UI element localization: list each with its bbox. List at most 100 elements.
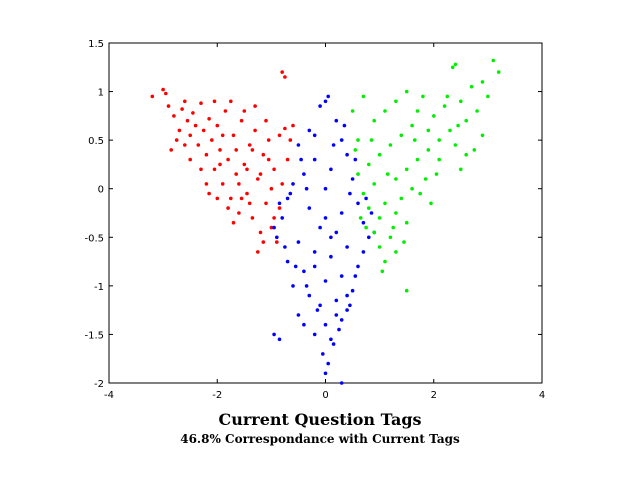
data-point-series-2: [293, 264, 298, 269]
data-point-series-2: [272, 332, 276, 337]
data-point-series-1: [272, 216, 276, 220]
data-point-series-1: [220, 133, 225, 138]
plot-area: [108, 42, 543, 384]
data-point-series-1: [188, 157, 192, 162]
data-point-series-1: [264, 201, 268, 206]
data-point-series-2: [369, 211, 374, 215]
data-point-series-2: [323, 186, 328, 191]
data-point-series-2: [334, 298, 339, 303]
data-points: [150, 58, 501, 385]
data-point-series-2: [323, 322, 328, 327]
data-point-series-3: [404, 288, 409, 293]
data-point-series-1: [234, 172, 238, 176]
data-point-series-1: [245, 167, 249, 172]
data-point-series-3: [459, 167, 463, 172]
data-point-series-2: [356, 201, 360, 206]
data-point-series-1: [258, 230, 263, 235]
data-point-series-2: [339, 211, 344, 215]
data-point-series-3: [361, 94, 366, 99]
data-point-series-3: [491, 58, 496, 63]
data-point-series-1: [239, 118, 244, 123]
data-point-series-3: [394, 177, 398, 181]
data-point-series-3: [442, 104, 447, 108]
data-point-series-2: [345, 245, 349, 249]
data-point-series-1: [288, 138, 293, 142]
y-tick-label: -1: [94, 282, 104, 293]
data-point-series-3: [432, 114, 436, 118]
data-point-series-1: [201, 128, 206, 133]
data-point-series-1: [174, 138, 179, 142]
data-point-series-1: [166, 104, 171, 108]
data-point-series-2: [356, 264, 360, 269]
data-point-series-3: [480, 80, 485, 84]
data-point-series-1: [212, 99, 217, 104]
data-point-series-3: [350, 109, 355, 113]
data-point-series-3: [464, 118, 469, 123]
data-point-series-1: [164, 91, 168, 96]
data-point-series-3: [418, 191, 423, 196]
data-point-series-3: [434, 172, 439, 176]
data-point-series-1: [291, 123, 295, 128]
y-tick-label: -1.5: [84, 330, 104, 341]
y-tick-label: 0: [98, 185, 104, 196]
data-point-series-1: [169, 148, 173, 152]
data-point-series-3: [380, 269, 385, 274]
data-point-series-2: [348, 191, 352, 196]
data-point-series-2: [312, 133, 317, 138]
data-point-series-2: [285, 259, 290, 264]
data-point-series-1: [242, 109, 247, 113]
data-point-series-2: [304, 186, 309, 191]
data-point-series-1: [223, 109, 228, 113]
data-point-series-3: [421, 94, 425, 99]
data-point-series-3: [388, 143, 393, 147]
data-point-series-3: [404, 167, 409, 172]
data-point-series-2: [299, 157, 303, 162]
data-point-series-1: [161, 87, 165, 92]
data-point-series-1: [261, 152, 266, 157]
y-tick-label: 0.5: [88, 136, 104, 147]
data-point-series-1: [212, 167, 217, 172]
data-point-series-1: [272, 167, 276, 172]
data-point-series-3: [445, 94, 450, 99]
data-point-series-2: [339, 381, 344, 385]
data-point-series-3: [475, 109, 479, 113]
data-point-series-2: [348, 303, 352, 308]
data-point-series-1: [199, 167, 203, 172]
data-point-series-2: [275, 235, 279, 240]
data-point-series-1: [247, 143, 252, 147]
data-point-series-1: [229, 196, 233, 201]
data-point-series-1: [253, 104, 257, 108]
data-point-series-2: [331, 342, 336, 346]
data-point-series-1: [207, 117, 211, 121]
data-point-series-2: [367, 235, 371, 240]
data-point-series-2: [339, 138, 344, 142]
data-point-series-1: [269, 225, 274, 230]
data-point-series-2: [291, 182, 295, 186]
data-point-series-2: [323, 99, 328, 104]
data-point-series-3: [426, 148, 431, 152]
data-point-series-2: [334, 313, 339, 317]
data-point-series-2: [312, 264, 317, 269]
data-point-series-2: [312, 250, 317, 254]
data-point-series-1: [266, 138, 271, 142]
data-point-series-1: [245, 191, 249, 196]
data-point-series-3: [358, 216, 363, 220]
data-point-series-3: [383, 201, 387, 206]
data-point-series-2: [326, 94, 331, 99]
data-point-series-2: [302, 172, 306, 176]
data-point-series-2: [339, 274, 344, 278]
data-point-series-2: [291, 284, 295, 288]
data-point-series-2: [331, 143, 336, 147]
data-point-series-2: [318, 104, 322, 108]
data-point-series-2: [334, 230, 339, 235]
data-point-series-2: [307, 293, 312, 298]
data-point-series-3: [364, 225, 368, 230]
data-point-series-3: [369, 138, 374, 142]
data-point-series-3: [367, 206, 371, 210]
data-point-series-3: [450, 65, 455, 70]
data-point-series-2: [350, 288, 355, 293]
data-point-series-3: [429, 201, 433, 206]
data-point-series-3: [404, 89, 409, 94]
data-point-series-2: [345, 308, 349, 312]
data-point-series-1: [231, 220, 236, 225]
